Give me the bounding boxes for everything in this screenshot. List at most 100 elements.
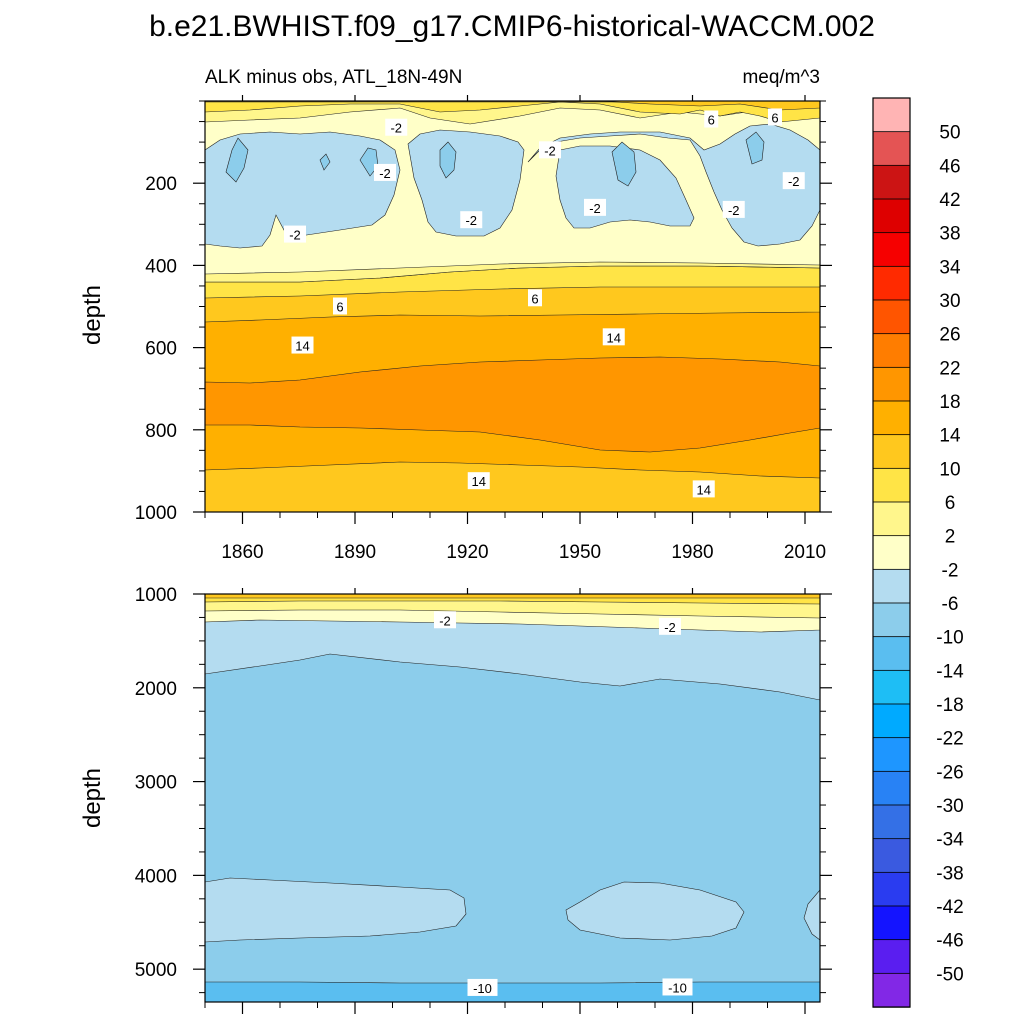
- colorbar-swatch: [872, 131, 911, 167]
- colorbar-label: -42: [936, 897, 963, 918]
- colorbar-label: -34: [936, 830, 964, 851]
- upper-minus6-patch-1: [225, 137, 249, 183]
- colorbar-frame: [872, 97, 911, 1008]
- contour-label-text: 14: [607, 330, 621, 345]
- colorbar-swatch: [872, 467, 911, 503]
- x-tick-label: 1950: [559, 542, 601, 563]
- contour-label: 14: [467, 472, 490, 490]
- y-tick-label: 2000: [135, 679, 177, 700]
- y-tick-label: 800: [145, 421, 177, 442]
- colorbar-swatch: [872, 871, 911, 907]
- contour-label-bg: [385, 118, 408, 136]
- contour-label-text: -10: [473, 981, 492, 996]
- upper-axes: 1860 1890 1920 1950 1980 2010 200 400 600 800 1000: [135, 95, 832, 563]
- contour-label-bg: [467, 978, 498, 996]
- upper-negative-region-2: [407, 129, 525, 237]
- colorbar-label: -18: [936, 695, 963, 716]
- contour-label-bg: [584, 198, 606, 216]
- upper-band-18-22: [205, 356, 820, 453]
- colorbar-swatch: [872, 838, 911, 874]
- upper-minus6-patch-2: [359, 147, 379, 177]
- colorbar-swatch: [872, 568, 911, 604]
- contour-label-text: -2: [379, 166, 391, 181]
- colorbar-swatch: [872, 602, 911, 638]
- colorbar-swatch: [872, 434, 911, 470]
- y-tick-label: 400: [145, 256, 177, 277]
- contour-label-text: -2: [439, 613, 451, 628]
- colorbar-swatch: [872, 164, 911, 200]
- colorbar-label: 18: [939, 392, 960, 413]
- contour-label-bg: [284, 225, 306, 243]
- colorbar-swatch: [872, 366, 911, 402]
- upper-negative-region-3: [527, 123, 820, 247]
- colorbar-label: -14: [936, 661, 964, 682]
- y-tick-label: 3000: [135, 773, 177, 794]
- contour-label-text: -2: [788, 174, 800, 189]
- contour-label-bg: [291, 336, 314, 354]
- contour-label: -2: [434, 611, 456, 629]
- contour-label-bg: [662, 978, 693, 996]
- colorbar-label: -10: [936, 628, 963, 649]
- upper-panel: ALK minus obs, ATL_18N-49N meq/m^3 1860 1…: [79, 67, 832, 563]
- upper-minus6-patch-3: [439, 141, 457, 179]
- colorbar-label: -22: [936, 729, 963, 750]
- contour-label: -2: [782, 172, 805, 190]
- colorbar-label: 50: [939, 123, 960, 144]
- colorbar-label: 38: [939, 224, 960, 245]
- contour-label-bg: [602, 328, 625, 346]
- contour-label-text: 14: [472, 474, 486, 489]
- colorbar-label: -26: [936, 762, 963, 783]
- y-tick-label: 200: [145, 174, 177, 195]
- contour-label: -10: [467, 978, 498, 996]
- contour-label-text: 14: [697, 482, 711, 497]
- upper-minus6-patch-5: [745, 131, 765, 165]
- contour-label: 14: [692, 480, 715, 498]
- contour-label-text: -2: [289, 228, 301, 243]
- contour-label: -2: [584, 198, 606, 216]
- colorbar-swatch: [872, 299, 911, 335]
- contour-label-bg: [659, 617, 681, 635]
- contour-label-bg: [528, 289, 542, 307]
- contour-label: 14: [602, 328, 625, 346]
- colorbar-swatch: [872, 97, 911, 133]
- contour-label-bg: [692, 480, 715, 498]
- contour-label-text: -2: [465, 213, 477, 228]
- colorbar-label: 42: [939, 190, 960, 211]
- contour-label-text: 6: [708, 112, 715, 127]
- colorbar-label: 2: [945, 527, 956, 548]
- contour-label-bg: [333, 297, 347, 315]
- contour-label-text: 6: [771, 110, 778, 125]
- colorbar-label: 34: [939, 257, 961, 278]
- contour-label: 6: [704, 110, 719, 128]
- contour-label-text: -2: [664, 620, 676, 635]
- colorbar: 50 46 42 38 34 30 26 22 18 14 10 6 2 -2 -6 -10 -14 -18 -22…: [872, 97, 964, 1008]
- contour-label: 14: [291, 336, 314, 354]
- upper-negative-region-1: [205, 131, 401, 249]
- upper-subtitle-right: meq/m^3: [742, 67, 820, 88]
- lower-minus6-deep-region-1: [205, 877, 467, 943]
- lower-contour-labels: -2 -2 -10 -10: [434, 611, 693, 996]
- y-tick-label: 600: [145, 339, 177, 360]
- colorbar-label: 6: [945, 493, 956, 514]
- colorbar-swatch: [872, 939, 911, 975]
- contour-label-bg: [704, 110, 719, 128]
- colorbar-swatch: [872, 737, 911, 773]
- contour-label: 6: [528, 289, 542, 307]
- lower-band-minus14-minus10: [205, 981, 820, 1002]
- contour-label-text: -2: [544, 143, 556, 158]
- y-tick-label: 1000: [135, 585, 177, 606]
- lower-contour-fills: [205, 594, 820, 1002]
- colorbar-swatch: [872, 333, 911, 369]
- x-tick-label: 1980: [671, 542, 713, 563]
- x-tick-label: 1860: [221, 542, 263, 563]
- contour-label-bg: [434, 611, 456, 629]
- colorbar-label: 46: [939, 156, 960, 177]
- colorbar-swatch: [872, 265, 911, 301]
- x-tick-label: 1890: [334, 542, 376, 563]
- upper-contour-fills: [205, 101, 820, 512]
- colorbar-label: 10: [939, 459, 960, 480]
- colorbar-swatch: [872, 198, 911, 234]
- contour-label: -2: [659, 617, 681, 635]
- lower-plot-frame: [204, 593, 821, 1003]
- colorbar-swatch: [872, 636, 911, 672]
